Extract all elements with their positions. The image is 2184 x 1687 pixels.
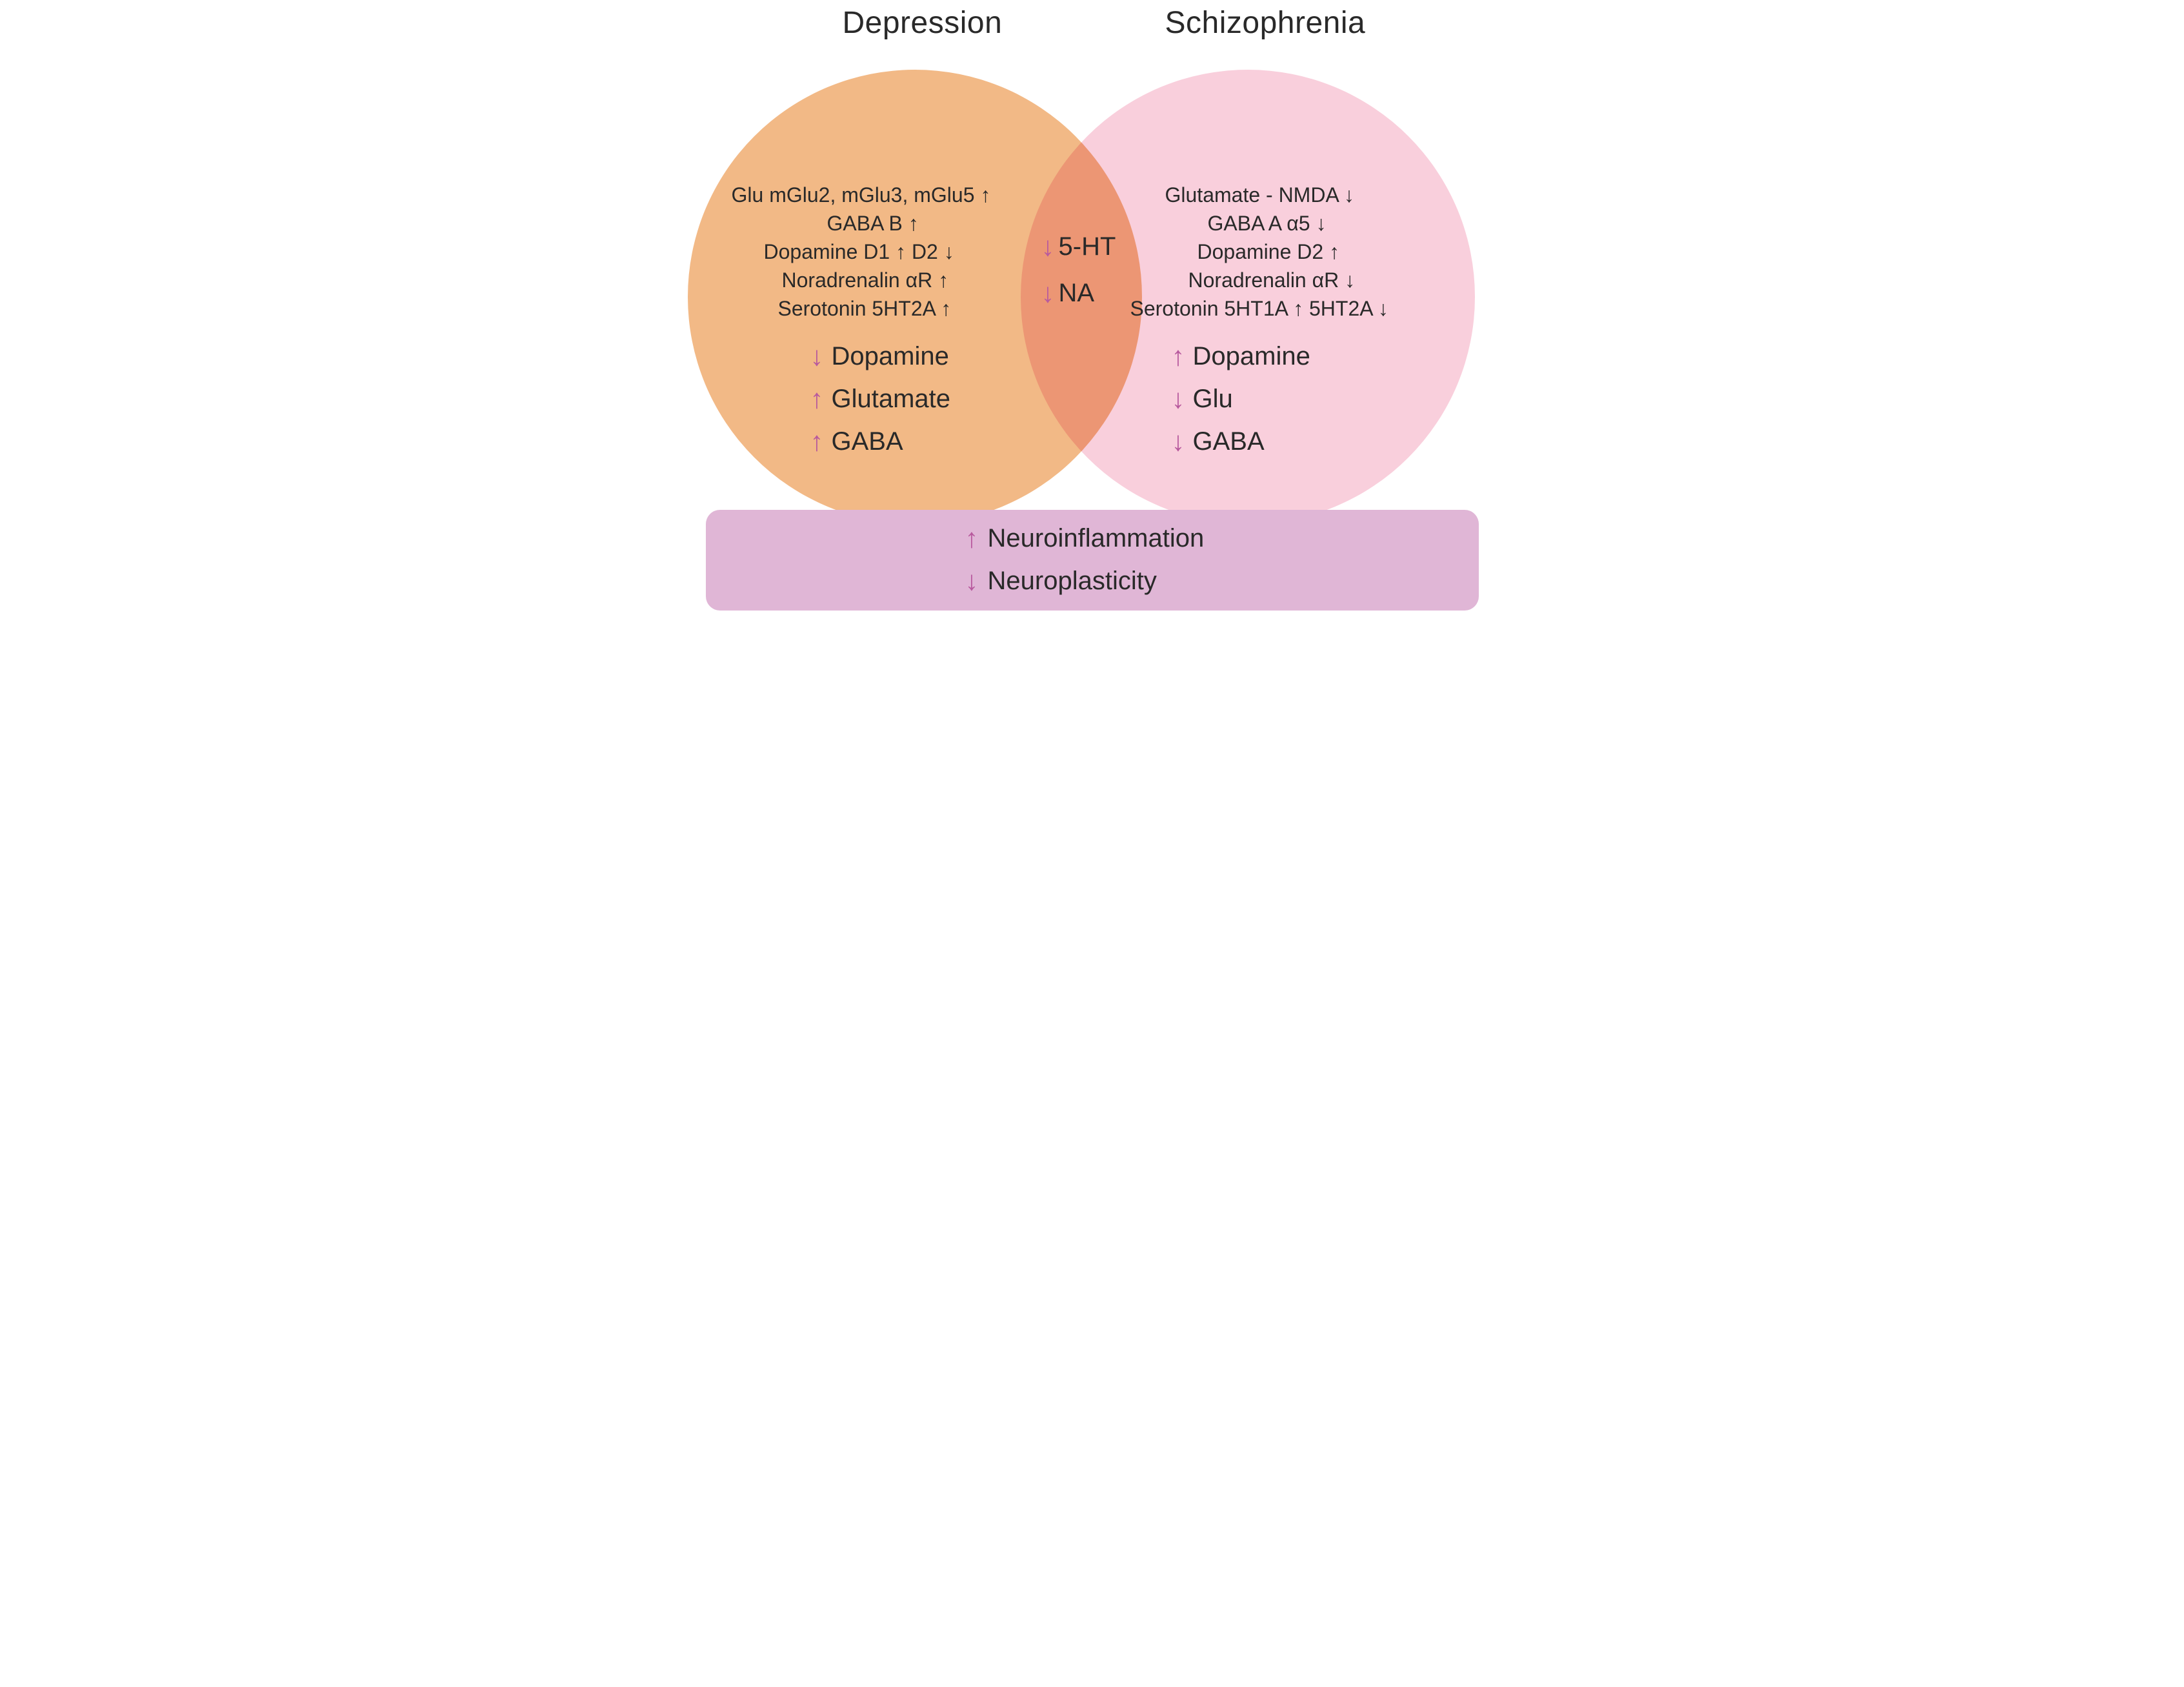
right-nt-dopamine: ↑ Dopamine [1172,341,1310,372]
intersection-na: ↓ NA [1041,278,1095,308]
right-nt-gaba-label: GABA [1193,427,1265,456]
neuroinflammation-row: ↑ Neuroinflammation [965,523,1205,554]
arrow-up-icon: ↑ [810,426,824,457]
title-depression: Depression [843,5,1003,41]
left-nt-gaba: ↑ GABA [810,426,903,457]
arrow-down-icon: ↓ [1041,278,1055,308]
right-receptor-line-4: Serotonin 5HT1A ↑ 5HT2A ↓ [1130,298,1388,320]
intersection-5ht: ↓ 5-HT [1041,231,1116,262]
arrow-up-icon: ↑ [1172,341,1185,372]
left-receptor-line-0: Glu mGlu2, mGlu3, mGlu5 ↑ [732,185,991,207]
left-nt-dopamine: ↓ Dopamine [810,341,949,372]
arrow-down-icon: ↓ [1172,426,1185,457]
left-receptor-line-2: Dopamine D1 ↑ D2 ↓ [764,241,954,263]
right-nt-gaba: ↓ GABA [1172,426,1265,457]
left-receptor-line-4: Serotonin 5HT2A ↑ [778,298,952,320]
right-receptor-line-1: GABA A α5 ↓ [1208,213,1327,235]
left-nt-glutamate-label: Glutamate [832,385,951,414]
left-receptor-line-3: Noradrenalin αR ↑ [782,270,949,292]
intersection-5ht-label: 5-HT [1059,232,1116,261]
right-nt-glu: ↓ Glu [1172,383,1233,414]
right-receptor-line-0: Glutamate - NMDA ↓ [1165,185,1354,207]
left-receptor-line-1: GABA B ↑ [827,213,919,235]
left-nt-dopamine-label: Dopamine [832,342,949,371]
title-schizophrenia: Schizophrenia [1165,5,1366,41]
right-receptor-line-3: Noradrenalin αR ↓ [1188,270,1356,292]
intersection-na-label: NA [1059,279,1095,308]
arrow-up-icon: ↑ [965,523,979,554]
left-nt-gaba-label: GABA [832,427,903,456]
venn-diagram: Depression Schizophrenia Glu mGlu2, mGlu… [688,0,1497,625]
arrow-down-icon: ↓ [810,341,824,372]
arrow-down-icon: ↓ [1172,383,1185,414]
neuroplasticity-row: ↓ Neuroplasticity [965,565,1157,596]
neuroinflammation-label: Neuroinflammation [988,524,1205,553]
neuroplasticity-label: Neuroplasticity [988,567,1157,596]
right-nt-dopamine-label: Dopamine [1193,342,1310,371]
right-nt-glu-label: Glu [1193,385,1233,414]
arrow-up-icon: ↑ [810,383,824,414]
right-receptor-line-2: Dopamine D2 ↑ [1197,241,1340,263]
arrow-down-icon: ↓ [1041,231,1055,262]
left-nt-glutamate: ↑ Glutamate [810,383,951,414]
arrow-down-icon: ↓ [965,565,979,596]
